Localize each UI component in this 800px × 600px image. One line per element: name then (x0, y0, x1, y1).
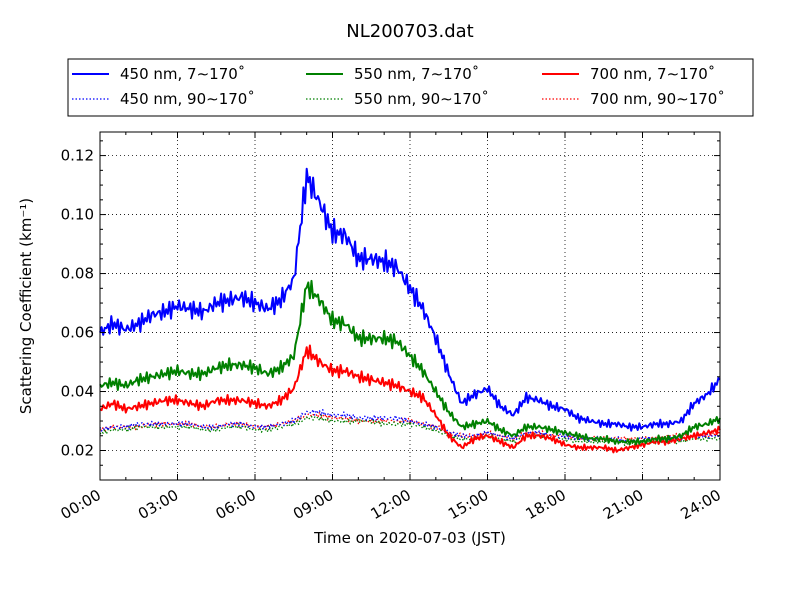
x-tick-label: 18:00 (523, 486, 569, 523)
y-tick-label: 0.04 (61, 383, 94, 401)
y-tick-label: 0.10 (61, 206, 94, 224)
y-tick-label: 0.08 (61, 265, 94, 283)
x-tick-label: 09:00 (290, 486, 336, 523)
x-tick-label: 03:00 (135, 486, 181, 523)
x-tick-label: 06:00 (213, 486, 259, 523)
legend-label: 700 nm, 90∼170˚ (590, 90, 725, 108)
x-tick-label: 15:00 (445, 486, 491, 523)
legend-label: 450 nm, 7∼170˚ (120, 65, 245, 83)
plot-series (99, 167, 721, 454)
legend-label: 550 nm, 90∼170˚ (354, 90, 489, 108)
axis-ticks: 00:00 03:00 06:00 09:00 12:00 15:00 18:00 21:00… (58, 132, 724, 523)
legend: 450 nm, 7∼170˚ 450 nm, 90∼170˚ 550 nm, 7∼1… (67, 58, 754, 117)
x-tick-label: 21:00 (600, 486, 646, 523)
legend-label: 450 nm, 90∼170˚ (120, 90, 255, 108)
y-tick-label: 0.02 (61, 442, 94, 460)
x-tick-label: 12:00 (368, 486, 414, 523)
y-tick-label: 0.12 (61, 147, 94, 165)
x-axis-label: Time on 2020-07-03 (JST) (313, 529, 506, 547)
series-line-4 (99, 344, 721, 454)
series-line-2 (99, 279, 721, 446)
x-tick-label: 24:00 (678, 486, 724, 523)
legend-label: 550 nm, 7∼170˚ (354, 65, 479, 83)
chart-title: NL200703.dat (346, 21, 473, 42)
legend-label: 700 nm, 7∼170˚ (590, 65, 715, 83)
y-tick-label: 0.06 (61, 324, 94, 342)
legend-box (67, 58, 754, 117)
x-tick-label: 00:00 (58, 486, 104, 523)
y-axis-label: Scattering Coefficient (km⁻¹) (17, 198, 35, 414)
series-line-0 (99, 167, 721, 432)
